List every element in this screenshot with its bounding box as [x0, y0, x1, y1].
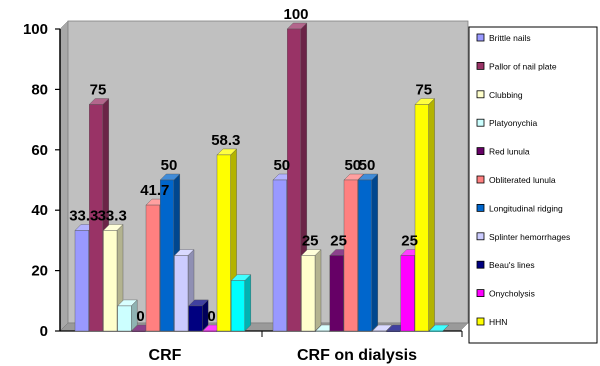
side-wall [59, 20, 69, 332]
legend-label: Beau's lines [489, 260, 535, 270]
legend-label: Splinter hemorrhages [489, 232, 570, 242]
legend-item: Red lunula [476, 147, 530, 157]
bar [428, 324, 450, 333]
y-tick-label: 0 [40, 323, 48, 340]
legend-label: Obliterated lunula [489, 175, 556, 185]
legend-label: HHN [489, 317, 507, 327]
legend-swatch [476, 33, 485, 42]
legend-swatch [476, 175, 485, 184]
data-label: 0 [136, 308, 144, 325]
y-tick-label: 100 [23, 21, 48, 38]
legend-item: Beau's lines [476, 260, 535, 270]
data-label: 25 [330, 233, 347, 250]
y-tick-label: 80 [31, 81, 48, 98]
x-category-label: CRF [149, 347, 182, 364]
bar [188, 299, 209, 332]
legend-label: Red lunula [489, 147, 530, 157]
legend-box [468, 26, 598, 344]
bar [371, 324, 393, 333]
data-label: 75 [90, 82, 107, 99]
data-label: 50 [344, 157, 361, 174]
legend-label: Longitudinal ridging [489, 203, 563, 213]
legend-item: Platyonychia [476, 118, 537, 128]
y-tick-label: 20 [31, 263, 48, 280]
data-label: 33.3 [98, 207, 127, 224]
legend-swatch [476, 289, 485, 298]
data-label: 50 [359, 157, 376, 174]
legend-swatch [476, 203, 485, 212]
legend-swatch [476, 232, 485, 241]
data-label: 25 [401, 233, 418, 250]
x-category-label: CRF on dialysis [297, 347, 417, 364]
legend-swatch [476, 260, 485, 269]
y-tick-label: 40 [31, 202, 48, 219]
bar [117, 299, 138, 332]
legend-label: Brittle nails [489, 33, 531, 43]
legend-item: HHN [476, 317, 507, 327]
y-tick-label: 60 [31, 142, 48, 159]
bar [300, 249, 322, 332]
legend-swatch [476, 118, 485, 127]
bar [230, 274, 252, 332]
data-label: 100 [283, 6, 308, 23]
legend-label: Platyonychia [489, 118, 537, 128]
chart-axes: 0 20 40 60 80 100 CRF CRF on dialysis [23, 21, 463, 364]
data-label: 50 [161, 157, 178, 174]
data-label: 58.3 [211, 132, 240, 149]
data-label: 50 [273, 157, 290, 174]
bar [414, 98, 436, 332]
chart-bars [74, 22, 450, 333]
legend-swatch [476, 147, 485, 156]
legend-label: Pallor of nail plate [489, 61, 557, 71]
legend-item: Onycholysis [476, 289, 535, 299]
bar [357, 173, 379, 332]
data-label: 25 [302, 233, 319, 250]
legend-item: Splinter hemorrhages [476, 232, 570, 242]
data-label: 33.3 [69, 207, 98, 224]
legend-item: Obliterated lunula [476, 175, 556, 185]
legend-swatch [476, 317, 485, 326]
data-label: 0 [207, 308, 215, 325]
legend-swatch [476, 62, 485, 70]
legend-item: Longitudinal ridging [476, 203, 563, 213]
legend-label: Clubbing [489, 90, 523, 100]
data-label: 75 [415, 82, 432, 99]
legend-item: Pallor of nail plate [476, 61, 557, 71]
chart-legend: Brittle nails Pallor of nail plate Clubbin… [468, 26, 598, 344]
legend-item: Clubbing [476, 90, 523, 100]
bar [102, 223, 124, 332]
data-label: 41.7 [140, 182, 169, 199]
legend-item: Brittle nails [476, 33, 531, 43]
legend-swatch [476, 90, 485, 99]
legend-label: Onycholysis [489, 289, 535, 299]
